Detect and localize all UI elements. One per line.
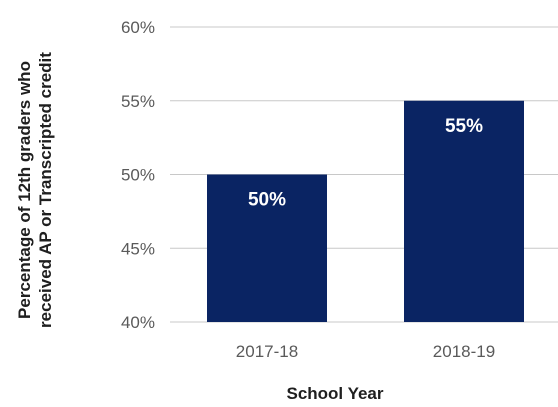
bar-2017-18 — [207, 174, 327, 322]
x-axis-title: School Year — [286, 384, 383, 403]
y-axis-ticks: 40% 45% 50% 55% 60% — [121, 18, 155, 332]
bar-2018-19 — [404, 100, 524, 322]
y-tick-label: 45% — [121, 239, 155, 258]
data-label: 50% — [248, 190, 286, 211]
y-tick-label: 60% — [121, 18, 155, 37]
y-tick-label: 55% — [121, 92, 155, 111]
data-label: 55% — [445, 116, 483, 137]
x-axis-ticks: 2017-18 2018-19 — [236, 342, 495, 361]
x-tick-label: 2017-18 — [236, 342, 298, 361]
y-axis-title-line-1: Percentage of 12th graders who — [15, 61, 34, 319]
y-axis-title: Percentage of 12th graders who received … — [15, 52, 55, 328]
y-tick-label: 50% — [121, 166, 155, 185]
y-tick-label: 40% — [121, 313, 155, 332]
y-axis-title-line-2: received AP or Transcripted credit — [36, 52, 55, 328]
x-tick-label: 2018-19 — [433, 342, 495, 361]
bars: 50% 55% — [207, 100, 524, 322]
